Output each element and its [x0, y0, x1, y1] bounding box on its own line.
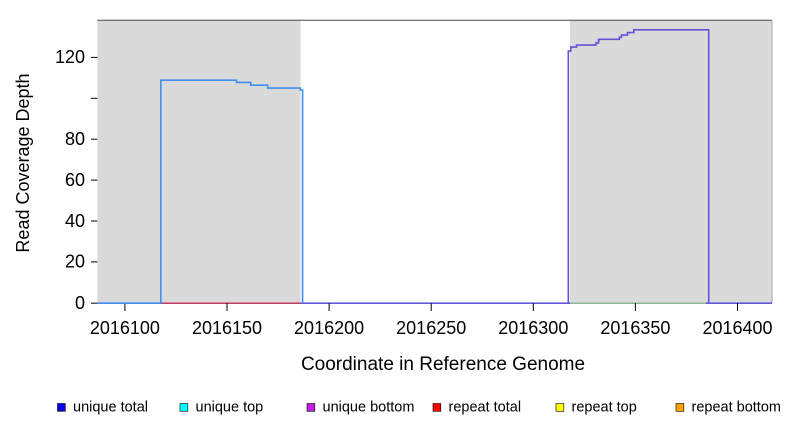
- svg-text:repeat bottom: repeat bottom: [692, 399, 781, 415]
- svg-text:2016400: 2016400: [702, 318, 772, 338]
- svg-text:2016350: 2016350: [600, 318, 670, 338]
- svg-text:Coordinate in Reference Genome: Coordinate in Reference Genome: [301, 354, 585, 375]
- svg-text:unique bottom: unique bottom: [323, 399, 415, 415]
- svg-text:20: 20: [65, 252, 85, 272]
- svg-text:unique total: unique total: [73, 399, 148, 415]
- svg-text:Read Coverage Depth: Read Coverage Depth: [13, 73, 33, 252]
- svg-text:repeat top: repeat top: [572, 399, 637, 415]
- svg-text:0: 0: [75, 293, 85, 313]
- svg-text:unique top: unique top: [196, 399, 264, 415]
- svg-text:80: 80: [65, 129, 85, 149]
- svg-text:40: 40: [65, 211, 85, 231]
- svg-text:120: 120: [55, 47, 85, 67]
- svg-text:2016100: 2016100: [90, 318, 160, 338]
- svg-text:2016250: 2016250: [396, 318, 466, 338]
- svg-text:repeat total: repeat total: [449, 399, 522, 415]
- svg-text:2016150: 2016150: [192, 318, 262, 338]
- svg-text:60: 60: [65, 170, 85, 190]
- svg-text:2016200: 2016200: [294, 318, 364, 338]
- svg-text:2016300: 2016300: [498, 318, 568, 338]
